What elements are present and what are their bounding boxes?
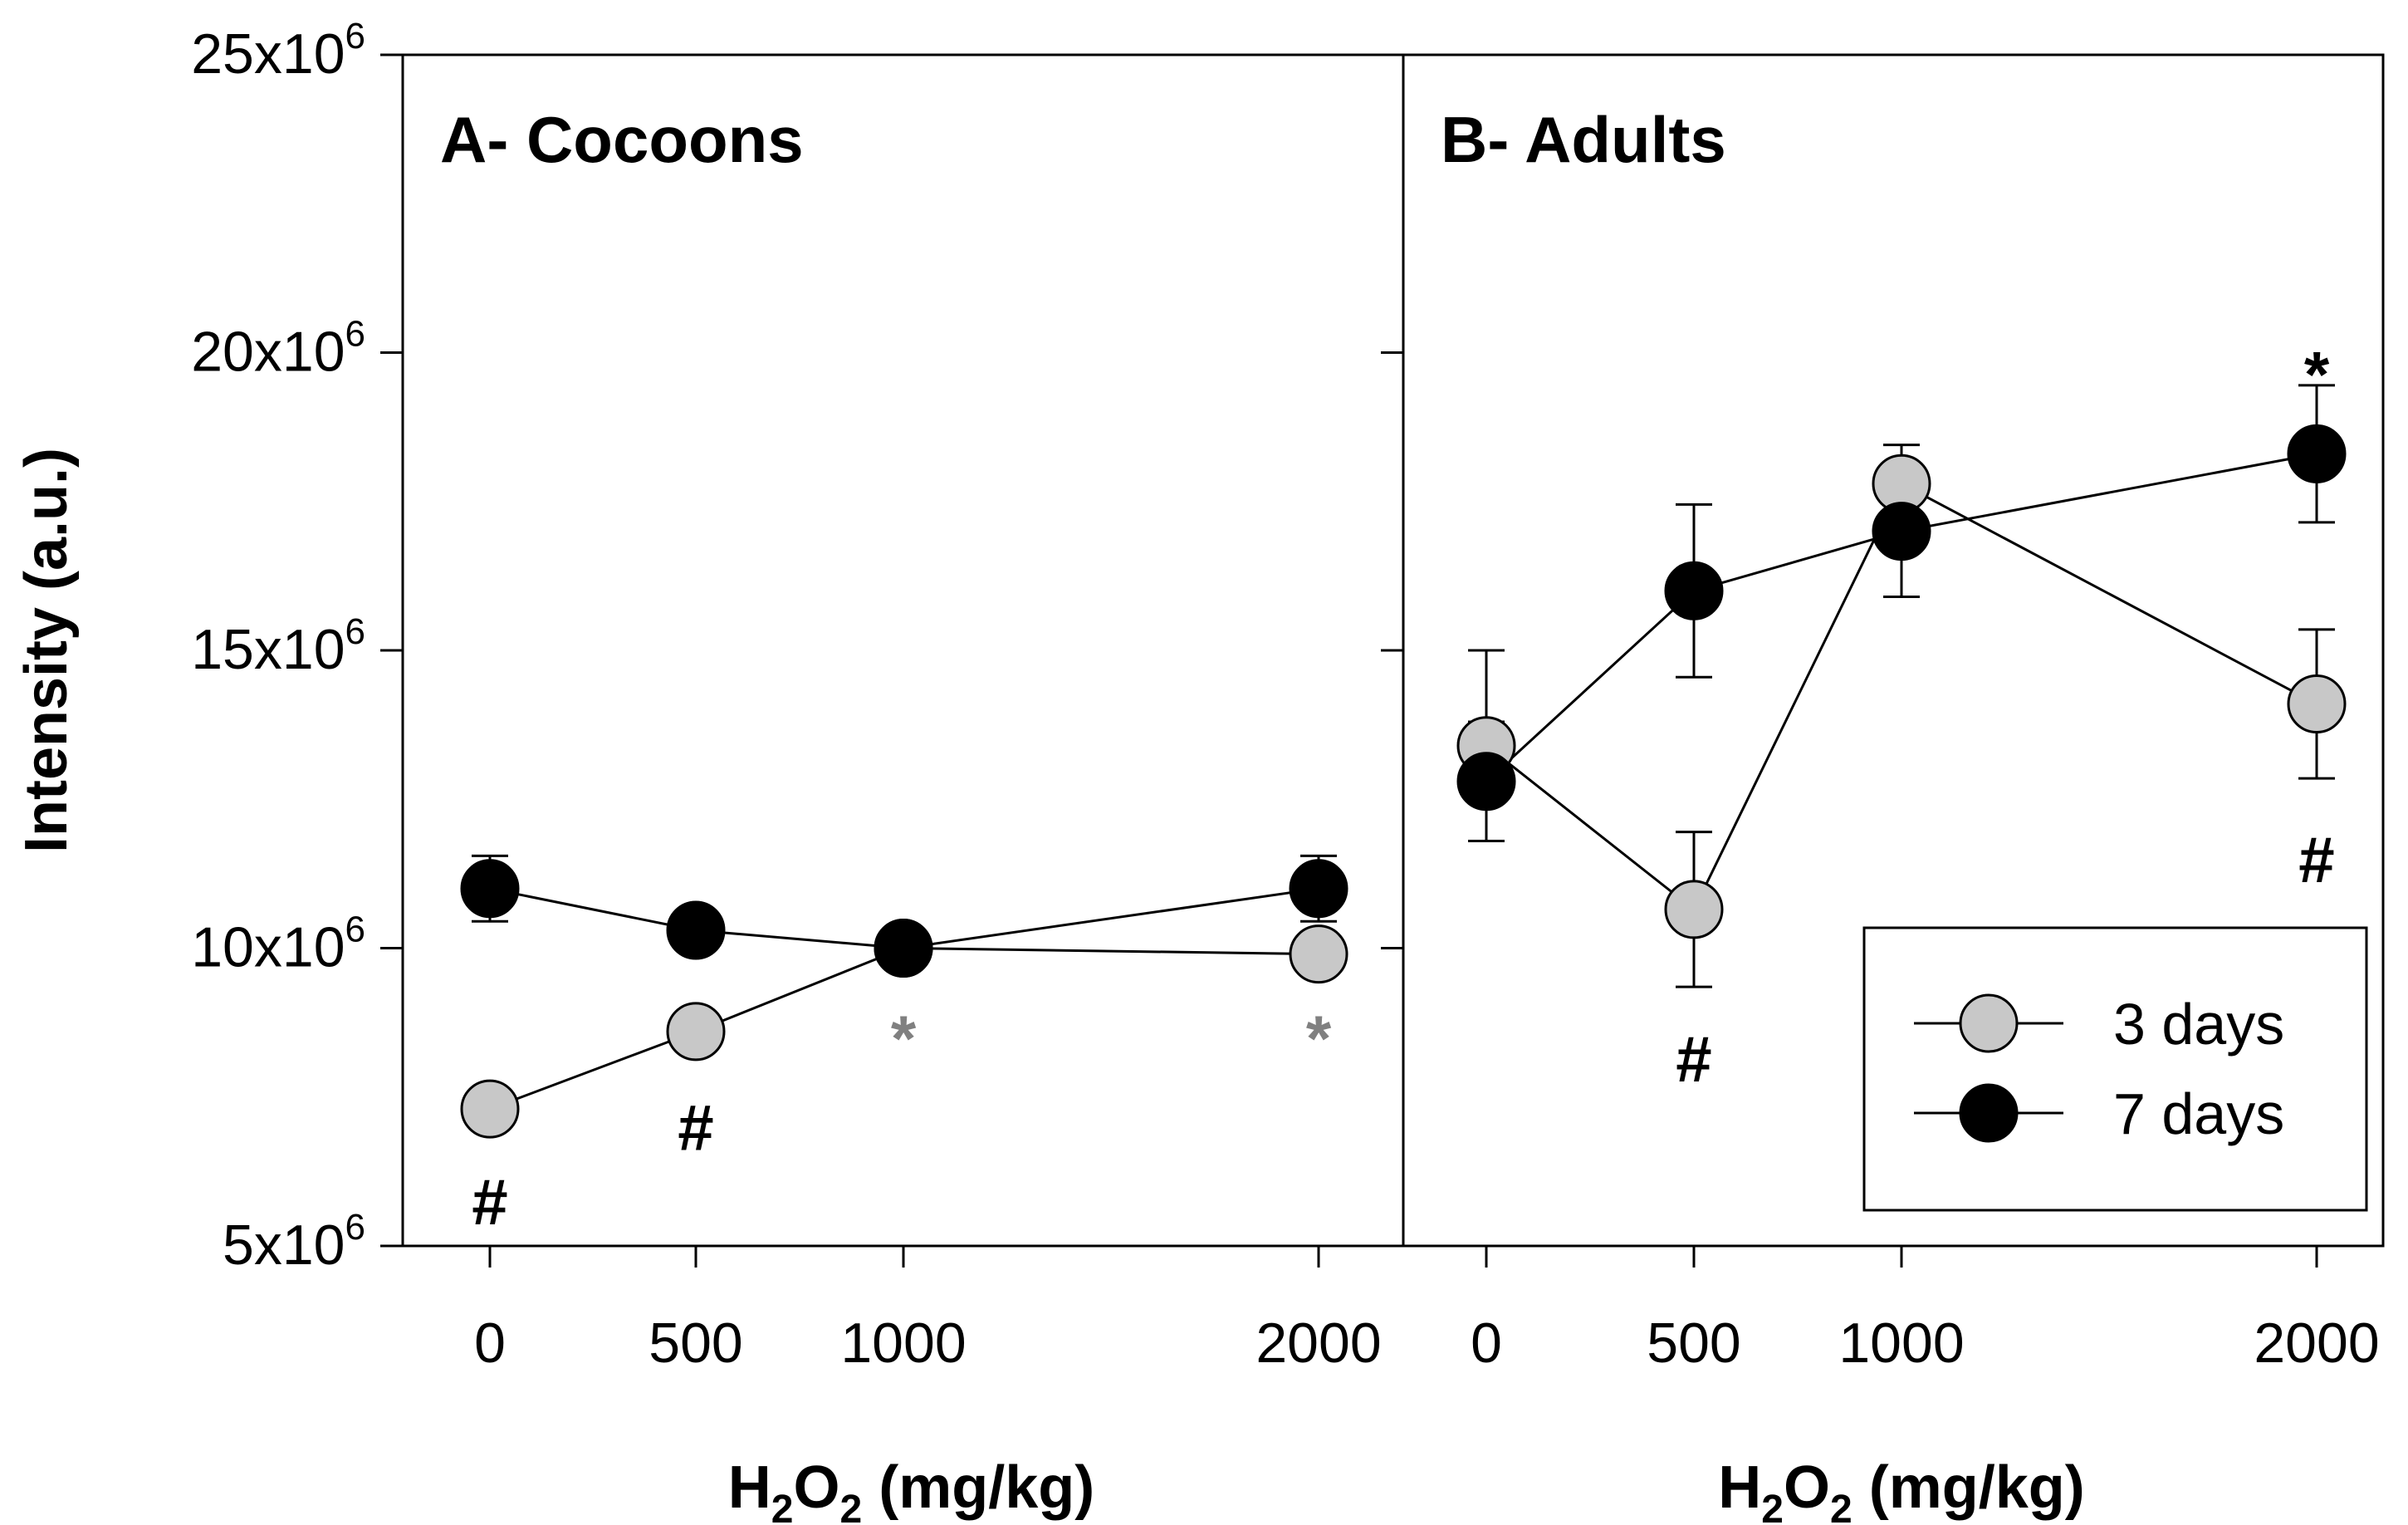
legend-label-0: 3 days: [2113, 992, 2284, 1057]
panel1-x-tick-label-1: 500: [648, 1312, 742, 1375]
panel1-7days-point-3: [1289, 859, 1348, 919]
panel1-annotation-3: *: [1306, 1002, 1332, 1075]
panel2-series-7days-line: [1485, 452, 2317, 782]
panel2-annotation-0: #: [1676, 1022, 1711, 1096]
panel1-x-axis-title: H2O2 (mg/kg): [728, 1454, 1094, 1525]
panel2-annotation-2: #: [2298, 823, 2334, 896]
panel2-7days-point-2: [1872, 502, 1931, 561]
panel1-x-tick-label-0: 0: [474, 1312, 506, 1375]
panel1-series-7days-line: [489, 887, 1319, 950]
panel2-7days-point-3: [2287, 424, 2347, 483]
panel1-annotation-1: #: [678, 1091, 713, 1165]
legend-marker-1: [1959, 1083, 2019, 1143]
panel2-x-axis-title: H2O2 (mg/kg): [1718, 1454, 2084, 1525]
legend-label-1: 7 days: [2113, 1081, 2284, 1146]
panel2-x-tick-label-1: 500: [1647, 1312, 1740, 1375]
panel2-3days-point-1: [1664, 880, 1724, 939]
panel2-annotation-1: *: [2304, 338, 2330, 411]
panel2-x-tick-label-3: 2000: [2254, 1312, 2379, 1375]
panel1-annotation-2: *: [891, 1002, 917, 1075]
panel1-annotation-0: #: [472, 1165, 507, 1238]
panel1-7days-point-1: [666, 900, 726, 960]
panel2-title: B- Adults: [1441, 103, 1726, 176]
panel1-7days-point-2: [874, 919, 933, 978]
y-axis-title: Intensity (a.u.): [13, 448, 80, 853]
y-tick-label-0: 5x106: [223, 1207, 365, 1277]
panel1-series-3days-line: [489, 946, 1319, 1111]
legend-marker-0: [1959, 993, 2019, 1053]
y-tick-label-4: 25x106: [191, 16, 365, 86]
panel1-7days-point-0: [460, 859, 520, 919]
legend-box: [1862, 926, 2368, 1212]
panel1-x-tick-label-3: 2000: [1255, 1312, 1381, 1375]
panel2-x-tick-label-2: 1000: [1838, 1312, 1964, 1375]
panel1-title: A- Cocoons: [440, 103, 804, 176]
panel2-7days-point-1: [1664, 561, 1724, 620]
plot-layer: 5x106 10x106 15x106 20x106 25x106 Intensity (…: [13, 16, 2385, 1525]
panel2-3days-point-3: [2287, 674, 2347, 734]
panel2-series-3days-line: [1485, 482, 2317, 912]
panel2-x-tick-label-0: 0: [1471, 1312, 1502, 1375]
panel1-x-tick-label-2: 1000: [840, 1312, 966, 1375]
panel1-3days-point-3: [1289, 924, 1348, 984]
panel1-3days-point-1: [666, 1002, 726, 1062]
y-tick-label-1: 10x106: [191, 910, 365, 979]
panel1-3days-point-0: [460, 1079, 520, 1139]
y-tick-label-2: 15x106: [191, 611, 365, 681]
y-tick-label-3: 20x106: [191, 314, 365, 384]
panel2-7days-point-0: [1456, 752, 1516, 812]
